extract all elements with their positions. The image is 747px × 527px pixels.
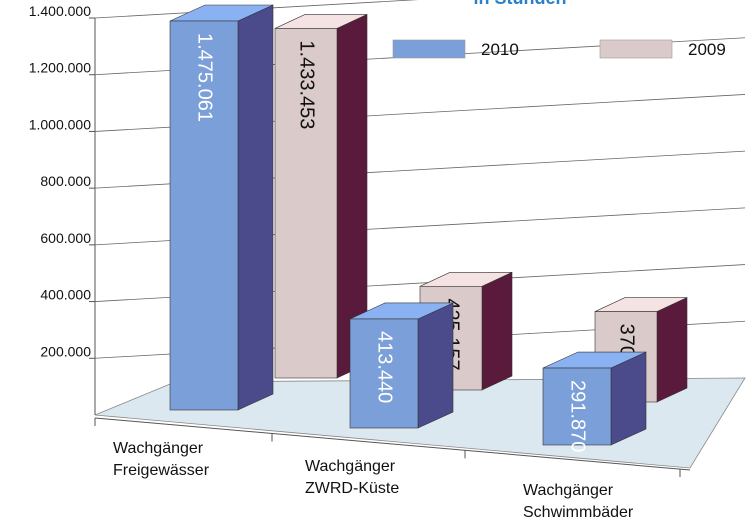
bar: [274, 28, 338, 379]
legend-label: 2010: [481, 40, 519, 59]
y-tick-label: 1.200.000: [29, 60, 91, 76]
x-tick-label: Wachgänger Schwimmbäder: [523, 482, 634, 521]
x-tick-label: Wachgänger Freigewässer: [113, 440, 210, 479]
legend-swatch: [392, 39, 466, 59]
x-axis: [94, 417, 691, 471]
bar-side: [481, 271, 513, 391]
y-tick-label: 800.000: [40, 173, 91, 189]
legend-label: 2009: [688, 40, 726, 59]
bar-side: [656, 297, 688, 403]
y-tick-label: 200.000: [40, 343, 91, 359]
y-tick-label: 600.000: [40, 230, 91, 246]
value-label: 413.440: [374, 331, 396, 403]
subtitle: in Stunden: [474, 0, 567, 8]
y-tick-label: 400.000: [40, 287, 91, 303]
y-tick-label: 1.000.000: [29, 116, 91, 132]
bar-side: [237, 4, 274, 411]
bar-side: [417, 302, 454, 429]
x-tick-label: Wachgänger ZWRD-Küste: [305, 458, 400, 497]
y-tick-label: 1.400.000: [29, 3, 91, 19]
bar: [542, 367, 612, 446]
bar: [349, 318, 419, 429]
bar-side: [610, 351, 647, 446]
value-label: 1.433.453: [296, 40, 318, 129]
bar: [169, 20, 239, 411]
value-label: 291.870: [567, 380, 589, 452]
value-label: 1.475.061: [194, 33, 216, 122]
legend-swatch: [599, 39, 673, 59]
